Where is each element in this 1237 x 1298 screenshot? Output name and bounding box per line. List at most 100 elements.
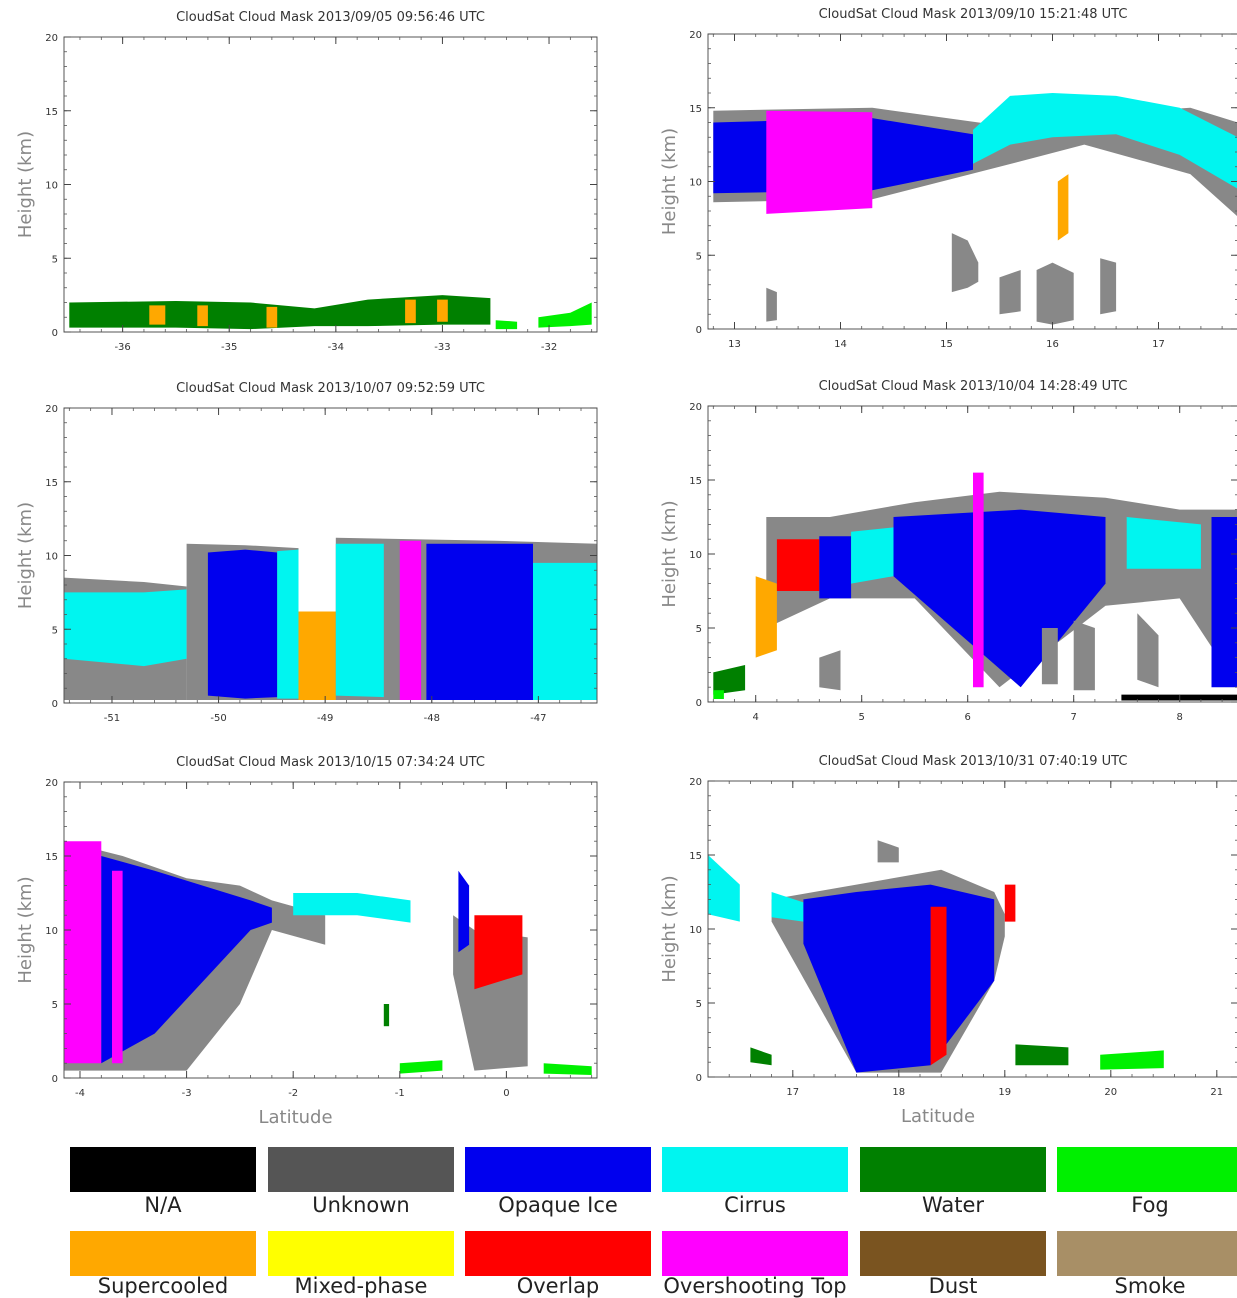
y-tick-label: 20 bbox=[689, 30, 702, 41]
y-tick-label: 5 bbox=[52, 625, 58, 636]
y-tick-label: 10 bbox=[45, 181, 58, 192]
panel-2: CloudSat Cloud Mask 2013/09/10 15:21:48 … bbox=[659, 7, 1237, 350]
y-tick-label: 0 bbox=[52, 328, 58, 339]
x-tick-label: -48 bbox=[424, 713, 440, 724]
x-tick-label: -50 bbox=[210, 713, 226, 724]
legend-label: Overlap bbox=[517, 1274, 600, 1298]
cloud-layer-supercooled bbox=[405, 299, 416, 324]
x-tick-label: -36 bbox=[114, 342, 130, 353]
y-tick-label: 10 bbox=[45, 926, 58, 937]
legend-label: Opaque Ice bbox=[498, 1193, 618, 1217]
x-tick-label: 7 bbox=[1071, 712, 1077, 723]
panel-title: CloudSat Cloud Mask 2013/10/04 14:28:49 … bbox=[819, 379, 1128, 394]
legend-swatch bbox=[1057, 1231, 1237, 1276]
cloud-layer-overlap bbox=[1004, 884, 1016, 922]
panel-6: CloudSat Cloud Mask 2013/10/31 07:40:19 … bbox=[659, 754, 1237, 1127]
cloud-layer-overlap bbox=[930, 906, 947, 1066]
y-tick-label: 0 bbox=[696, 325, 702, 336]
x-tick-label: -51 bbox=[104, 713, 120, 724]
x-tick-label: 6 bbox=[965, 712, 971, 723]
legend: N/A Unknown Opaque Ice Cirrus Water Fog Superc… bbox=[70, 1147, 1237, 1298]
x-tick-label: -47 bbox=[530, 713, 546, 724]
x-tick-label: 4 bbox=[753, 712, 759, 723]
panel-title: CloudSat Cloud Mask 2013/10/31 07:40:19 … bbox=[819, 754, 1128, 769]
x-tick-label: 14 bbox=[834, 339, 847, 350]
cloud-layer-fog bbox=[1100, 1050, 1164, 1070]
y-tick-label: 15 bbox=[689, 104, 702, 115]
cloud-layer-unknown bbox=[877, 840, 899, 863]
y-tick-label: 5 bbox=[696, 999, 702, 1010]
x-tick-label: 17 bbox=[1152, 339, 1165, 350]
y-axis-label: Height (km) bbox=[15, 876, 36, 983]
y-axis-label: Height (km) bbox=[659, 128, 680, 235]
legend-label: Overshooting Top bbox=[663, 1274, 846, 1298]
cloud-layers bbox=[69, 295, 592, 330]
cloud-layer-cirrus bbox=[708, 855, 740, 922]
cloud-layer-cirrus bbox=[293, 893, 411, 923]
cloud-layer-opaque-ice bbox=[101, 856, 272, 1064]
cloud-layer-overshooting bbox=[112, 870, 123, 1064]
x-tick-label: 15 bbox=[940, 339, 953, 350]
legend-swatch bbox=[662, 1147, 848, 1192]
y-tick-label: 15 bbox=[45, 478, 58, 489]
x-tick-label: -2 bbox=[288, 1088, 298, 1099]
legend-label: Smoke bbox=[1115, 1274, 1186, 1298]
cloud-layer-supercooled bbox=[1057, 174, 1069, 241]
y-tick-label: 5 bbox=[696, 251, 702, 262]
y-tick-label: 20 bbox=[689, 402, 702, 413]
cloud-layer-opaque-ice bbox=[458, 870, 470, 953]
cloud-layer-fog bbox=[538, 302, 592, 328]
x-tick-label: 13 bbox=[728, 339, 741, 350]
cloud-layer-unknown bbox=[951, 233, 979, 293]
cloud-layer-water bbox=[1015, 1044, 1069, 1066]
cloud-layer-fog bbox=[713, 690, 724, 699]
cloud-layer-supercooled bbox=[298, 611, 342, 700]
cloud-layer-cirrus bbox=[851, 527, 894, 584]
y-tick-label: 20 bbox=[689, 777, 702, 788]
cloud-layer-supercooled bbox=[197, 305, 208, 327]
panel-3: CloudSat Cloud Mask 2013/10/07 09:52:59 … bbox=[15, 381, 598, 724]
cloud-layers bbox=[713, 472, 1237, 701]
x-tick-label: 21 bbox=[1210, 1087, 1223, 1098]
cloud-layer-overlap bbox=[776, 539, 820, 591]
cloud-layer-water bbox=[713, 665, 746, 695]
x-axis-label: Latitude bbox=[901, 1106, 975, 1127]
y-tick-label: 5 bbox=[52, 1000, 58, 1011]
panel-1: CloudSat Cloud Mask 2013/09/05 09:56:46 … bbox=[15, 10, 598, 353]
legend-swatch bbox=[268, 1231, 454, 1276]
y-tick-label: 0 bbox=[696, 1073, 702, 1084]
cloud-layer-cirrus bbox=[277, 549, 299, 699]
legend-label: Cirrus bbox=[724, 1193, 786, 1217]
y-axis-label: Height (km) bbox=[659, 500, 680, 607]
cloud-layer-cirrus bbox=[1126, 517, 1201, 569]
x-tick-label: 16 bbox=[1046, 339, 1059, 350]
y-tick-label: 15 bbox=[689, 476, 702, 487]
y-tick-label: 15 bbox=[45, 852, 58, 863]
legend-label: Fog bbox=[1131, 1193, 1169, 1217]
x-tick-label: -35 bbox=[221, 342, 237, 353]
cloud-layer-overshooting bbox=[399, 540, 422, 700]
cloud-layers bbox=[713, 93, 1237, 325]
cloud-layer-supercooled bbox=[266, 306, 278, 328]
cloud-layer-overshooting bbox=[64, 841, 102, 1064]
cloud-layer-opaque-ice bbox=[207, 549, 278, 699]
x-tick-label: -1 bbox=[395, 1088, 405, 1099]
cloud-layers bbox=[708, 840, 1164, 1073]
legend-swatch bbox=[70, 1231, 256, 1276]
cloud-layer-cirrus bbox=[973, 93, 1237, 189]
cloud-layer-supercooled bbox=[755, 576, 777, 658]
y-tick-label: 20 bbox=[45, 33, 58, 44]
x-tick-label: 18 bbox=[892, 1087, 905, 1098]
cloud-layer-unknown bbox=[1137, 613, 1159, 688]
cloud-layer-water bbox=[750, 1047, 772, 1066]
x-tick-label: 19 bbox=[998, 1087, 1011, 1098]
y-tick-label: 20 bbox=[45, 404, 58, 415]
y-axis-label: Height (km) bbox=[659, 875, 680, 982]
x-tick-label: 8 bbox=[1177, 712, 1183, 723]
legend-swatch bbox=[465, 1147, 651, 1192]
cloud-layer-opaque-ice bbox=[426, 543, 533, 700]
panel-title: CloudSat Cloud Mask 2013/10/07 09:52:59 … bbox=[176, 381, 485, 396]
cloud-layers bbox=[64, 537, 597, 700]
cloud-layer-unknown bbox=[819, 650, 841, 691]
